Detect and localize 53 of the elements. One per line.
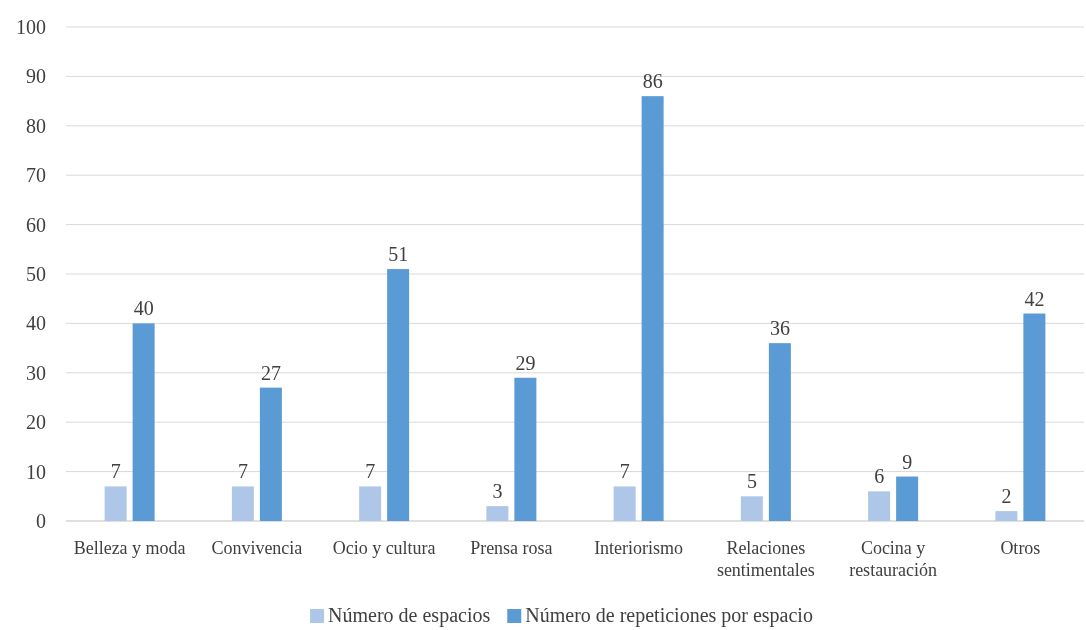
x-tick-label: Prensa rosa <box>470 538 553 558</box>
bar <box>995 511 1018 521</box>
bar <box>359 486 382 521</box>
y-tick-label: 70 <box>26 164 46 187</box>
data-label: 29 <box>515 351 536 374</box>
y-tick-label: 30 <box>26 361 46 384</box>
y-tick-label: 20 <box>26 411 46 434</box>
bar <box>868 491 891 521</box>
x-tick-label: Convivencia <box>211 538 303 558</box>
y-tick-label: 60 <box>26 213 46 236</box>
x-tick-label: Cocina y restauración <box>849 538 938 580</box>
data-label: 7 <box>110 460 121 483</box>
bar <box>231 486 254 521</box>
data-label: 7 <box>619 460 630 483</box>
data-label: 40 <box>133 297 154 320</box>
y-tick-label: 80 <box>26 114 46 137</box>
bar <box>768 343 791 521</box>
y-tick-label: 50 <box>26 263 46 285</box>
legend-label: Número de repeticiones por espacio <box>525 604 813 627</box>
bar <box>486 506 509 521</box>
x-tick-label: Interiorismo <box>594 538 684 558</box>
bar <box>387 269 410 521</box>
data-label: 42 <box>1024 287 1045 310</box>
y-tick-label: 90 <box>26 65 46 88</box>
y-tick-label: 100 <box>16 16 46 38</box>
data-label: 3 <box>492 480 503 503</box>
data-label: 36 <box>769 317 790 340</box>
bar <box>132 323 155 521</box>
y-tick-label: 10 <box>26 460 46 483</box>
bar <box>641 96 664 521</box>
bar <box>259 387 282 521</box>
legend-label: Número de espacios <box>328 604 491 627</box>
data-label: 6 <box>874 465 885 488</box>
bar <box>740 496 763 521</box>
data-label: 7 <box>237 460 248 483</box>
y-tick-label: 40 <box>26 312 46 335</box>
x-tick-label: Relaciones sentimentales <box>716 538 815 580</box>
bar <box>1023 313 1046 521</box>
data-label: 5 <box>746 470 757 493</box>
x-tick-label: Otros <box>1000 538 1041 558</box>
x-tick-label: Belleza y moda <box>73 538 186 558</box>
data-label: 86 <box>642 70 663 93</box>
bar <box>613 486 636 521</box>
x-tick-label: Ocio y cultura <box>332 538 436 558</box>
y-tick-label: 0 <box>36 510 46 532</box>
data-label: 27 <box>260 361 281 384</box>
data-label: 9 <box>902 450 913 473</box>
data-label: 51 <box>388 243 409 266</box>
data-label: 2 <box>1001 485 1012 508</box>
bar <box>514 377 537 521</box>
data-label: 7 <box>365 460 376 483</box>
bar <box>104 486 127 521</box>
bar <box>896 476 919 521</box>
